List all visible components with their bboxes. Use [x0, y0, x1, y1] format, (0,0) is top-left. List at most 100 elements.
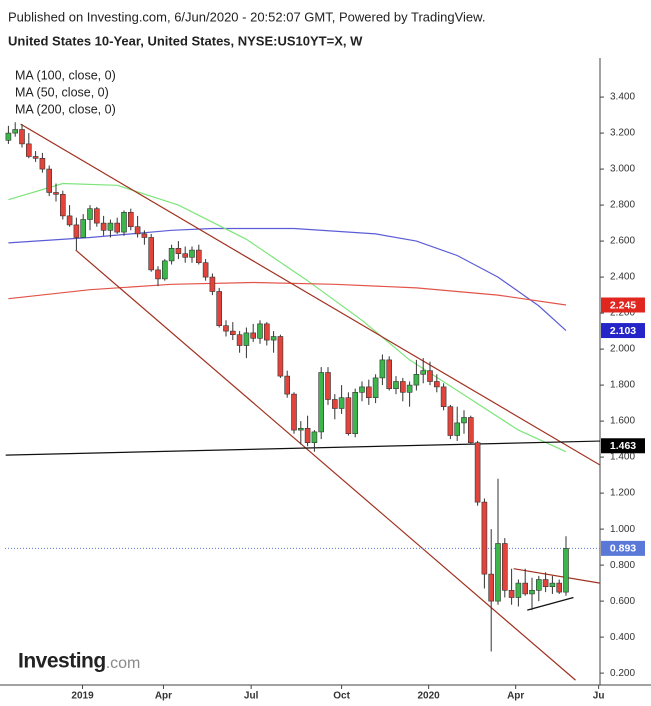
source-line: Published on Investing.com, 6/Jun/2020 -… [8, 9, 485, 24]
candle-body [182, 253, 188, 258]
logo-suffix: .com [106, 655, 141, 672]
candle-body [39, 157, 46, 170]
candle-body [488, 573, 495, 602]
candle-body [563, 548, 569, 593]
price-label-box [601, 323, 645, 339]
y-tick-label: 1.800 [610, 380, 635, 391]
y-tick-label: 1.400 [610, 452, 635, 463]
candle-body [529, 590, 535, 595]
candle-body [427, 370, 433, 382]
y-tick-label: 1.600 [610, 416, 635, 427]
ma-line [8, 182, 567, 453]
candle-body [461, 417, 467, 424]
candle-body [121, 211, 127, 233]
candle-body [53, 192, 59, 195]
candle-body [94, 208, 100, 224]
candle-body [304, 428, 311, 444]
y-tick-label: 2.600 [610, 236, 635, 247]
x-tick-label: Ju [593, 691, 605, 702]
ma-line [8, 281, 567, 306]
candle-body [202, 262, 209, 278]
y-tick-label: 0.400 [610, 632, 635, 643]
y-tick-label: 2.800 [610, 200, 635, 211]
candle-body [175, 247, 182, 254]
trend-line [75, 249, 576, 681]
x-tick-label: Apr [507, 691, 524, 702]
candle-body [223, 325, 229, 332]
candle-body [141, 233, 148, 238]
candle-body [433, 381, 440, 388]
candle-body [420, 370, 427, 375]
candle-body [216, 291, 222, 326]
candle-body [107, 222, 114, 231]
candle-body [230, 330, 236, 335]
candle-body [284, 375, 291, 395]
candle-body [32, 156, 39, 159]
y-tick-label: 0.600 [610, 596, 635, 607]
candle-body [549, 582, 556, 588]
candle-body [277, 336, 284, 377]
candle-body [66, 215, 73, 226]
candle-body [338, 397, 345, 409]
candle-body [325, 372, 331, 400]
candle-body [311, 431, 318, 444]
candle-body [80, 219, 86, 238]
candle-body [87, 208, 93, 220]
candle-body [291, 393, 297, 431]
legend-entry: MA (200, close, 0) [15, 102, 116, 116]
y-tick-label: 0.800 [610, 560, 635, 571]
candle-body [413, 374, 420, 386]
candle-body [508, 590, 515, 598]
y-tick-label: 1.200 [610, 488, 635, 499]
plot-area [5, 122, 600, 681]
x-tick-label: Apr [155, 691, 172, 702]
candle-body [19, 129, 25, 145]
chart-title: United States 10-Year, United States, NY… [8, 33, 363, 48]
legend-entry: MA (100, close, 0) [15, 68, 116, 82]
y-tick-label: 3.200 [610, 128, 635, 139]
price-label: 1.463 [610, 440, 636, 452]
candle-body [46, 168, 53, 193]
y-tick-label: 2.200 [610, 308, 635, 319]
candle-body [128, 211, 134, 227]
candle-body [556, 582, 563, 593]
candle-body [257, 323, 263, 339]
trend-line [513, 568, 600, 584]
candle-body [542, 579, 549, 588]
candle-body [134, 226, 141, 235]
x-tick-label: Oct [333, 691, 350, 702]
candle-body [515, 582, 522, 598]
price-label-box [601, 297, 645, 313]
candle-body [73, 224, 80, 238]
candle-body [5, 132, 12, 141]
trend-line [20, 123, 600, 466]
candle-body [365, 386, 372, 399]
candle-body [25, 143, 32, 157]
y-tick-label: 0.200 [610, 668, 635, 679]
candle-body [59, 193, 66, 217]
y-tick-label: 2.000 [610, 344, 635, 355]
candle-body [148, 237, 154, 271]
legend-entry: MA (50, close, 0) [15, 85, 109, 99]
candle-body [345, 397, 352, 435]
candle-body [386, 359, 393, 390]
candle-body [393, 381, 399, 390]
candle-body [162, 260, 168, 280]
candle-body [352, 392, 359, 435]
trend-line [527, 596, 574, 611]
candle-body [495, 543, 501, 602]
y-tick-label: 1.000 [610, 524, 635, 535]
candle-body [168, 247, 175, 262]
candle-body [454, 422, 461, 436]
price-label: 2.103 [610, 325, 636, 337]
candle-body [406, 384, 413, 393]
y-tick-label: 2.400 [610, 272, 635, 283]
candle-body [440, 386, 447, 408]
candle-body [209, 276, 216, 292]
candle-body [372, 377, 379, 399]
y-tick-label: 3.400 [610, 92, 635, 103]
y-tick-label: 3.000 [610, 164, 635, 175]
x-tick-label: 2019 [71, 691, 94, 702]
candle-body [467, 417, 474, 444]
